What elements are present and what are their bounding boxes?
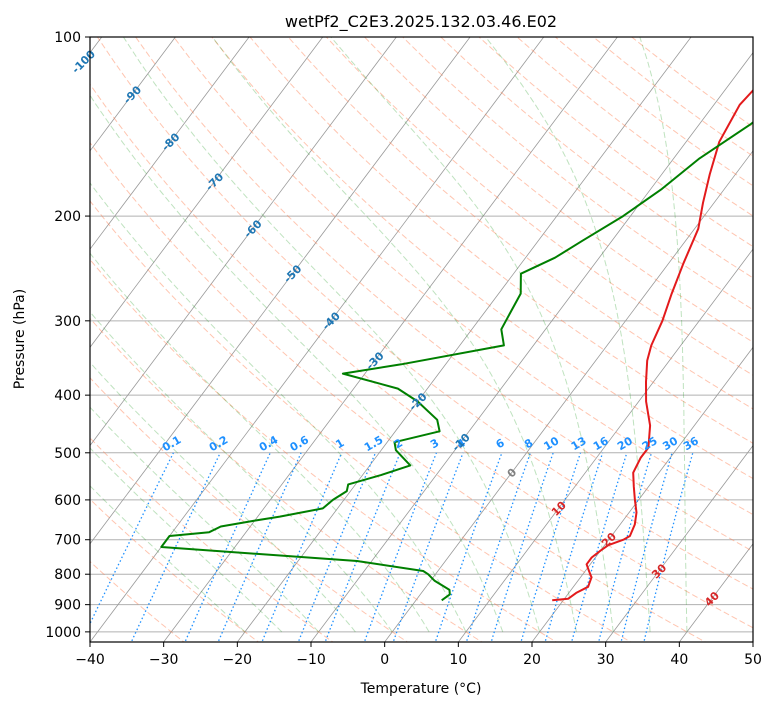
y-tick-label: 600 xyxy=(54,493,81,509)
x-axis-label: Temperature (°C) xyxy=(360,681,482,697)
y-tick-label: 500 xyxy=(54,446,81,462)
x-tick-label: 30 xyxy=(597,652,615,668)
x-tick-label: −10 xyxy=(296,652,326,668)
y-axis-label: Pressure (hPa) xyxy=(12,289,28,389)
x-tick-label: 20 xyxy=(523,652,541,668)
x-tick-label: −20 xyxy=(223,652,253,668)
chart-title: wetPf2_C2E3.2025.132.03.46.E02 xyxy=(285,12,557,32)
y-tick-label: 100 xyxy=(54,30,81,46)
y-tick-label: 300 xyxy=(54,314,81,330)
x-tick-label: 40 xyxy=(670,652,688,668)
x-tick-label: 0 xyxy=(380,652,389,668)
x-tick-label: −30 xyxy=(149,652,179,668)
x-tick-label: −40 xyxy=(75,652,105,668)
x-tick-label: 50 xyxy=(744,652,762,668)
y-tick-label: 1000 xyxy=(45,625,81,641)
y-tick-label: 700 xyxy=(54,533,81,549)
x-tick-label: 10 xyxy=(449,652,467,668)
y-tick-label: 200 xyxy=(54,209,81,225)
y-tick-label: 400 xyxy=(54,388,81,404)
y-tick-label: 900 xyxy=(54,598,81,614)
y-tick-label: 800 xyxy=(54,567,81,583)
